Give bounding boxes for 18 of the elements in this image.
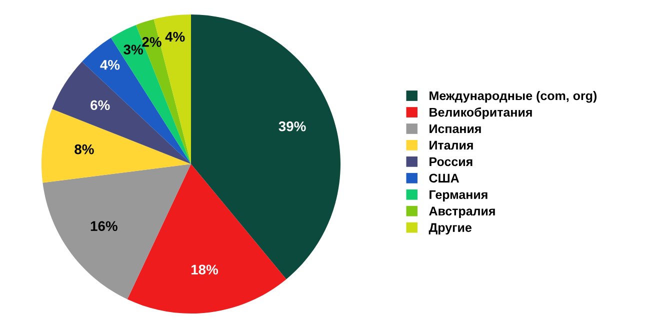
legend-label: Россия xyxy=(430,157,472,166)
legend-label: Германия xyxy=(430,190,488,202)
legend-label: Австралия xyxy=(429,206,495,218)
data-label: 3% xyxy=(124,44,143,55)
legend-label: Италия xyxy=(430,140,473,150)
data-label: 16% xyxy=(90,221,118,231)
data-label: 6% xyxy=(90,100,110,110)
data-label: 4% xyxy=(165,32,185,42)
data-label: 2% xyxy=(142,37,162,47)
legend-label: Великобритания xyxy=(430,107,532,120)
data-label: 8% xyxy=(74,144,94,154)
data-label: 39% xyxy=(278,121,306,132)
data-label: 4% xyxy=(100,60,120,70)
legend-label: Международные (com, org) xyxy=(430,90,597,103)
legend-label: США xyxy=(429,174,460,183)
legend-label: Другие xyxy=(428,223,472,234)
legend-label: Испания xyxy=(430,124,481,134)
data-label: 18% xyxy=(191,264,218,275)
